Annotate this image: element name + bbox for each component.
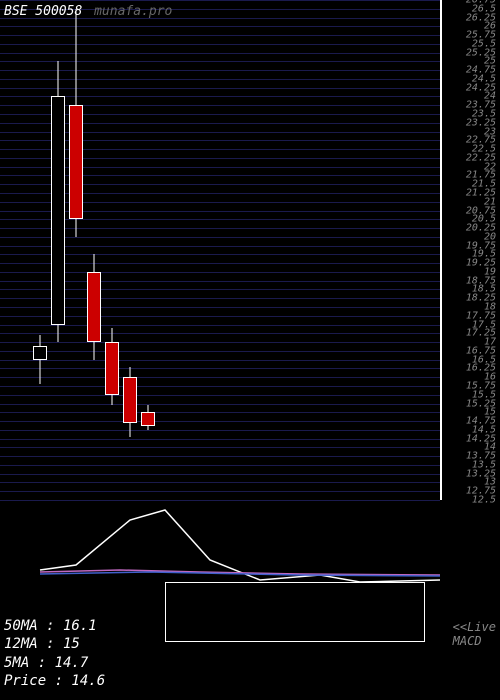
macd-name-label: MACD: [453, 634, 496, 648]
legend-item: 50MA : 16.1: [4, 617, 105, 635]
chart-header: BSE 500058 munafa.pro: [4, 4, 172, 19]
legend-item: 12MA : 15: [4, 635, 105, 653]
chart-container: BSE 500058 munafa.pro 12.512.751313.2513…: [0, 0, 500, 700]
macd-label: <<Live MACD: [453, 620, 496, 649]
macd-box: [165, 582, 425, 642]
legend-item: Price : 14.6: [4, 672, 105, 690]
watermark: munafa.pro: [94, 4, 172, 19]
legend-item: 5MA : 14.7: [4, 654, 105, 672]
macd-live-label: <<Live: [453, 620, 496, 634]
legend: 50MA : 16.112MA : 155MA : 14.7Price : 14…: [4, 617, 105, 690]
symbol-text: BSE 500058: [4, 4, 82, 19]
